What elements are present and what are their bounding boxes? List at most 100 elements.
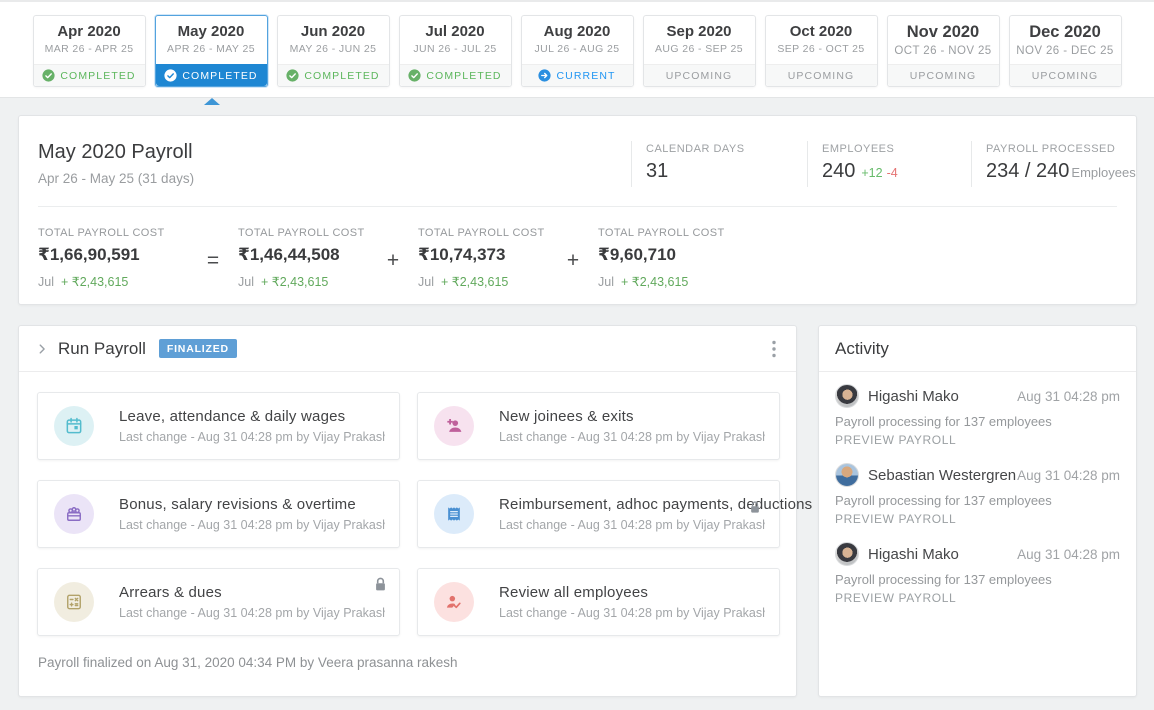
divider — [38, 206, 1117, 207]
activity-panel: Activity Higashi Mako Aug 31 04:28 pm Pa… — [818, 325, 1137, 697]
month-card-aug-2020[interactable]: Aug 2020 JUL 26 - AUG 25 CURRENT — [520, 15, 634, 87]
arrow-right-circle-icon — [538, 69, 552, 82]
run-payroll-panel: Run Payroll FINALIZED Leave, attendance … — [18, 325, 812, 697]
month-timeline: Apr 2020 MAR 26 - APR 25 COMPLETED May 2… — [0, 0, 1154, 98]
activity-entry: Higashi Mako Aug 31 04:28 pm Payroll pro… — [835, 384, 1120, 447]
month-range: APR 26 - MAY 25 — [167, 43, 255, 55]
month-label: Sep 2020 — [666, 23, 732, 40]
month-label: Jul 2020 — [425, 23, 485, 40]
avatar — [835, 384, 859, 408]
task-leave-attendance[interactable]: Leave, attendance & daily wages Last cha… — [37, 392, 400, 460]
payroll-period: Apr 26 - May 25 (31 days) — [38, 171, 195, 186]
check-circle-icon — [286, 69, 299, 82]
selected-month-pointer — [204, 98, 220, 105]
payroll-task-grid: Leave, attendance & daily wages Last cha… — [19, 372, 812, 636]
month-status: UPCOMING — [887, 64, 999, 86]
month-status: COMPLETED — [33, 64, 145, 86]
status-badge: FINALIZED — [158, 339, 237, 358]
month-status: COMPLETED — [277, 64, 389, 86]
equals-operator: = — [206, 249, 220, 272]
activity-action: PREVIEW PAYROLL — [835, 591, 957, 605]
month-status: UPCOMING — [765, 64, 877, 86]
person-plus-icon — [434, 406, 474, 446]
person-check-icon — [434, 582, 474, 622]
activity-time: Aug 31 04:28 pm — [1017, 467, 1120, 483]
run-payroll-header: Run Payroll FINALIZED — [19, 326, 796, 372]
month-card-apr-2020[interactable]: Apr 2020 MAR 26 - APR 25 COMPLETED — [32, 15, 146, 87]
month-label: Apr 2020 — [57, 23, 121, 40]
month-card-may-2020-selected[interactable]: May 2020 APR 26 - MAY 25 COMPLETED — [154, 15, 268, 87]
activity-description: Payroll processing for 137 employees — [835, 493, 1052, 508]
month-card-dec-2020[interactable]: Dec 2020 NOV 26 - DEC 25 UPCOMING — [1008, 15, 1122, 87]
cost-taxes: TOTAL PAYROLL COST ₹10,74,373 Jul + ₹2,43… — [418, 227, 545, 289]
month-card-jul-2020[interactable]: Jul 2020 JUN 26 - JUL 25 COMPLETED — [398, 15, 512, 87]
avatar — [835, 542, 859, 566]
month-status: UPCOMING — [643, 64, 755, 86]
plus-operator: + — [386, 249, 400, 272]
task-bonus-revisions[interactable]: Bonus, salary revisions & overtime Last … — [37, 480, 400, 548]
cost-total: TOTAL PAYROLL COST ₹1,66,90,591 Jul + ₹2,… — [38, 227, 165, 289]
activity-description: Payroll processing for 137 employees — [835, 414, 1052, 429]
month-range: MAY 26 - JUN 25 — [289, 43, 377, 55]
activity-time: Aug 31 04:28 pm — [1017, 388, 1120, 404]
month-label: Nov 2020 — [906, 23, 980, 41]
month-label: Jun 2020 — [300, 23, 366, 40]
activity-description: Payroll processing for 137 employees — [835, 572, 1052, 587]
receipt-icon — [434, 494, 474, 534]
task-review-all-employees[interactable]: Review all employees Last change - Aug 3… — [417, 568, 780, 636]
kebab-menu-icon[interactable] — [766, 338, 782, 360]
plus-operator: + — [566, 249, 580, 272]
calculator-icon — [54, 582, 94, 622]
section-title: Run Payroll — [58, 338, 146, 358]
month-status: UPCOMING — [1009, 64, 1121, 86]
check-circle-icon — [164, 69, 177, 82]
lock-icon — [374, 576, 387, 592]
month-card-sep-2020[interactable]: Sep 2020 AUG 26 - SEP 25 UPCOMING — [642, 15, 756, 87]
task-arrears-dues[interactable]: Arrears & dues Last change - Aug 31 04:2… — [37, 568, 400, 636]
lock-icon — [749, 500, 761, 514]
check-circle-icon — [42, 69, 55, 82]
activity-action: PREVIEW PAYROLL — [835, 512, 957, 526]
month-card-jun-2020[interactable]: Jun 2020 MAY 26 - JUN 25 COMPLETED — [276, 15, 390, 87]
activity-header: Activity — [819, 326, 1136, 372]
month-range: SEP 26 - OCT 25 — [777, 43, 865, 55]
month-range: AUG 26 - SEP 25 — [654, 43, 744, 55]
chevron-right-icon[interactable] — [35, 342, 49, 356]
task-reimbursement-adhoc[interactable]: Reimbursement, adhoc payments, deduction… — [417, 480, 812, 548]
payroll-cost-breakdown: TOTAL PAYROLL COST ₹1,66,90,591 Jul + ₹2,… — [38, 227, 725, 289]
employees-exited: -4 — [886, 166, 898, 180]
month-status: COMPLETED — [399, 64, 511, 86]
month-range: JUN 26 - JUL 25 — [413, 43, 497, 55]
calendar-icon — [54, 406, 94, 446]
month-label: Oct 2020 — [789, 23, 853, 40]
activity-user-name: Sebastian Westergren — [868, 466, 1017, 484]
month-range: NOV 26 - DEC 25 — [1016, 45, 1114, 57]
section-title: Activity — [835, 338, 889, 358]
task-new-joinees-exits[interactable]: New joinees & exits Last change - Aug 31… — [417, 392, 780, 460]
month-status: CURRENT — [521, 64, 633, 86]
month-label: Dec 2020 — [1029, 23, 1101, 41]
activity-user-name: Higashi Mako — [868, 387, 959, 405]
stat-calendar-days: CALENDAR DAYS 31 — [631, 141, 807, 187]
month-card-oct-2020[interactable]: Oct 2020 SEP 26 - OCT 25 UPCOMING — [764, 15, 878, 87]
payroll-summary-card: May 2020 Payroll Apr 26 - May 25 (31 day… — [18, 115, 1137, 305]
summary-stats: CALENDAR DAYS 31 EMPLOYEES 240 +12 -4 PA… — [631, 141, 1138, 187]
activity-entry: Sebastian Westergren Aug 31 04:28 pm Pay… — [835, 463, 1120, 526]
avatar — [835, 463, 859, 487]
page-title: May 2020 Payroll — [38, 141, 193, 163]
month-label: May 2020 — [177, 23, 245, 40]
employees-added: +12 — [861, 166, 883, 180]
stat-employees: EMPLOYEES 240 +12 -4 — [807, 141, 971, 187]
month-range: OCT 26 - NOV 25 — [894, 45, 992, 57]
activity-user-name: Higashi Mako — [868, 545, 959, 563]
cost-salaries: TOTAL PAYROLL COST ₹1,46,44,508 Jul + ₹2,… — [238, 227, 365, 289]
activity-time: Aug 31 04:28 pm — [1017, 546, 1120, 562]
cost-deductions: TOTAL PAYROLL COST ₹9,60,710 Jul + ₹2,43,… — [598, 227, 725, 289]
payroll-finalized-note: Payroll finalized on Aug 31, 2020 04:34 … — [38, 655, 458, 670]
month-status: COMPLETED — [155, 64, 267, 86]
month-range: JUL 26 - AUG 25 — [534, 43, 620, 55]
month-card-nov-2020[interactable]: Nov 2020 OCT 26 - NOV 25 UPCOMING — [886, 15, 1000, 87]
month-range: MAR 26 - APR 25 — [44, 43, 134, 55]
month-label: Aug 2020 — [543, 23, 611, 40]
check-circle-icon — [408, 69, 421, 82]
